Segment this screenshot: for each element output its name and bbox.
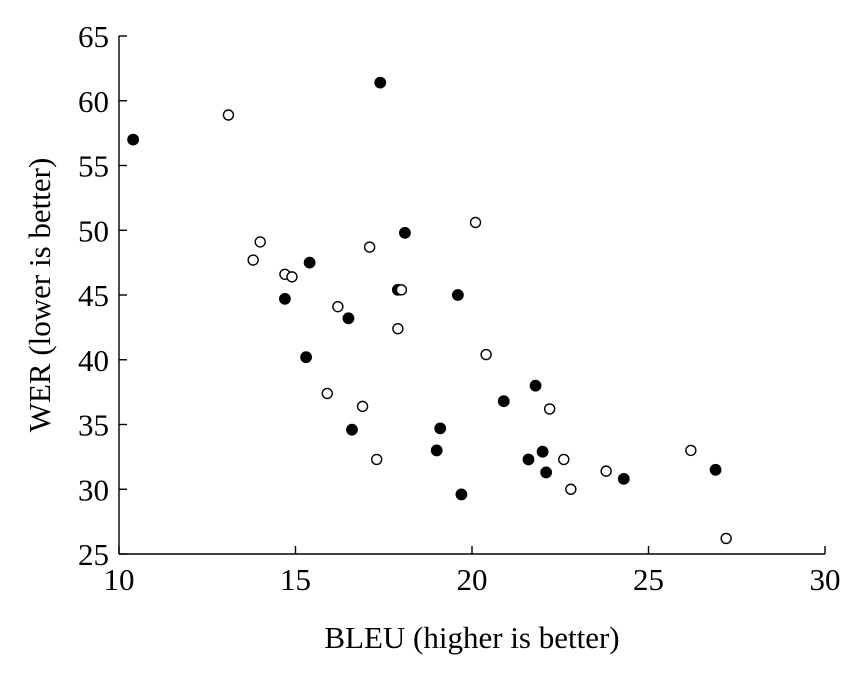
filled-data-point	[522, 453, 535, 466]
open-data-point	[247, 254, 259, 266]
open-data-point	[685, 444, 697, 457]
filled-data-point	[127, 133, 140, 146]
x-tick-label: 10	[104, 562, 135, 597]
filled-data-point	[346, 423, 358, 436]
y-tick-label: 40	[78, 343, 109, 378]
open-data-point	[222, 109, 235, 121]
filled-data-point	[374, 76, 387, 89]
x-tick-label: 25	[633, 562, 664, 597]
open-data-point	[565, 483, 577, 495]
open-data-point	[543, 403, 556, 415]
open-data-point	[363, 241, 376, 253]
filled-data-point	[540, 466, 553, 479]
filled-data-point	[303, 256, 316, 269]
y-tick-label: 50	[78, 213, 109, 248]
open-data-point	[254, 236, 266, 248]
filled-data-point	[279, 292, 291, 305]
filled-data-point	[529, 379, 542, 392]
filled-data-point	[342, 312, 355, 325]
filled-data-point	[617, 472, 630, 485]
x-tick-label: 15	[280, 562, 311, 597]
x-tick-label: 30	[810, 562, 841, 597]
y-tick-label: 60	[78, 84, 109, 119]
open-data-point	[370, 453, 383, 466]
y-ticks: 25 30 35 40 45 50 55 60 65	[78, 19, 127, 572]
filled-data-point	[455, 488, 468, 501]
data-points	[127, 76, 732, 545]
open-data-point	[392, 322, 404, 335]
open-data-point	[480, 348, 492, 361]
x-axis-title: BLEU (higher is better)	[324, 620, 619, 655]
open-data-point	[395, 284, 408, 296]
y-tick-label: 35	[78, 408, 109, 443]
filled-data-point	[497, 395, 510, 408]
open-data-point	[469, 216, 482, 229]
x-tick-label: 20	[457, 562, 488, 597]
y-tick-label: 25	[78, 537, 109, 572]
y-tick-label: 45	[78, 278, 109, 313]
filled-data-point	[300, 351, 312, 364]
open-data-point	[600, 465, 612, 477]
open-data-point	[356, 400, 369, 413]
open-data-point	[321, 387, 333, 400]
x-ticks: 10 15 20 25 30	[104, 546, 841, 597]
open-data-point	[558, 453, 570, 466]
filled-data-point	[430, 444, 443, 457]
y-tick-label: 55	[78, 149, 109, 184]
open-data-point	[720, 532, 732, 545]
y-tick-label: 30	[78, 472, 109, 507]
y-axis-title: WER (lower is better)	[22, 158, 57, 433]
filled-data-point	[399, 226, 411, 239]
filled-data-point	[451, 289, 464, 301]
open-data-point	[286, 271, 298, 283]
filled-data-point	[536, 445, 549, 458]
open-data-point	[332, 300, 344, 313]
filled-data-point	[709, 463, 722, 476]
filled-data-point	[434, 422, 447, 435]
y-tick-label: 65	[78, 19, 109, 54]
